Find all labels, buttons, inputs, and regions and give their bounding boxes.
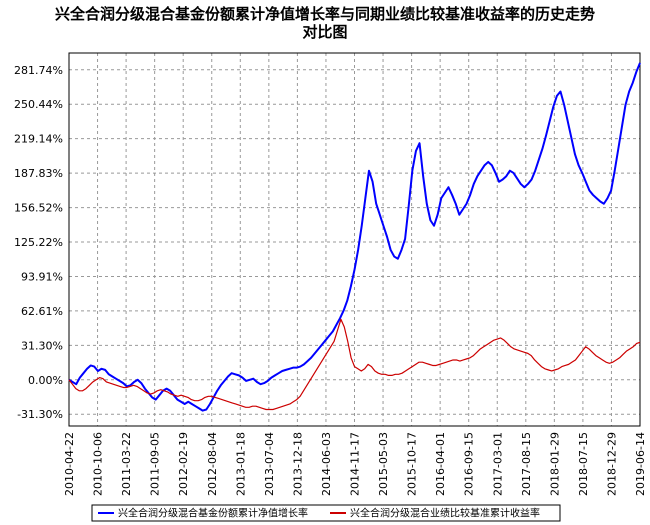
plot-frame [68, 52, 641, 427]
y-tick-label: 219.14% [14, 133, 63, 146]
y-tick-label: 31.30% [21, 339, 63, 352]
x-tick-label: 2014-11-17 [349, 432, 362, 496]
y-tick-label: 281.74% [14, 64, 63, 77]
x-tick-label: 2016-09-15 [463, 432, 476, 496]
x-tick-label: 2019-06-14 [634, 432, 647, 496]
legend: 兴全合润分级混合基金份额累计净值增长率 兴全合润分级混合业绩比较基准累计收益率 [91, 504, 561, 522]
x-tick-label: 2018-07-15 [577, 432, 590, 496]
series-line-fund-nav-growth [68, 62, 641, 412]
x-tick-label: 2015-05-03 [377, 432, 390, 496]
x-tick-label: 2010-10-06 [92, 432, 105, 496]
chart-title: 兴全合润分级混合基金份额累计净值增长率与同期业绩比较基准收益率的历史走势 [55, 5, 595, 23]
x-tick-label: 2016-04-01 [434, 432, 447, 496]
x-tick-label: 2013-07-04 [263, 432, 276, 496]
x-tick-label: 2010-04-22 [63, 432, 76, 496]
y-tick-label: 125.22% [14, 236, 63, 249]
legend-box [91, 504, 561, 522]
x-tick-label: 2012-02-19 [177, 432, 190, 496]
y-tick-label: 156.52% [14, 202, 63, 215]
y-tick-label: 187.83% [14, 167, 63, 180]
x-tick-label: 2018-01-29 [548, 432, 561, 496]
legend-label: 兴全合润分级混合基金份额累计净值增长率 [118, 507, 308, 520]
plot-area: 281.74% 250.44% 219.14% 187.83% 156.52% 125.2… [14, 52, 647, 496]
x-tick-label: 2012-08-04 [206, 432, 219, 496]
x-tick-label: 2013-01-18 [234, 432, 247, 496]
series-line-benchmark-return [68, 318, 641, 411]
y-tick-label: 62.61% [21, 305, 63, 318]
y-tick-label: 250.44% [14, 98, 63, 111]
y-tick-label: 93.91% [21, 270, 63, 283]
x-tick-label: 2014-06-03 [320, 432, 333, 496]
y-tick-label: 0.00% [28, 374, 63, 387]
x-tick-label: 2011-03-22 [120, 432, 133, 496]
x-tick-label: 2015-10-17 [406, 432, 419, 496]
legend-label: 兴全合润分级混合业绩比较基准累计收益率 [350, 507, 540, 520]
x-tick-label: 2018-12-29 [605, 432, 618, 496]
y-tick-label: -31.30% [17, 408, 63, 421]
x-tick-label: 2017-03-01 [491, 432, 504, 496]
chart-title-line-2: 对比图 [302, 23, 347, 41]
x-tick-label: 2017-08-15 [520, 432, 533, 496]
x-tick-label: 2011-09-05 [149, 432, 162, 496]
x-tick-label: 2013-12-18 [291, 432, 304, 496]
